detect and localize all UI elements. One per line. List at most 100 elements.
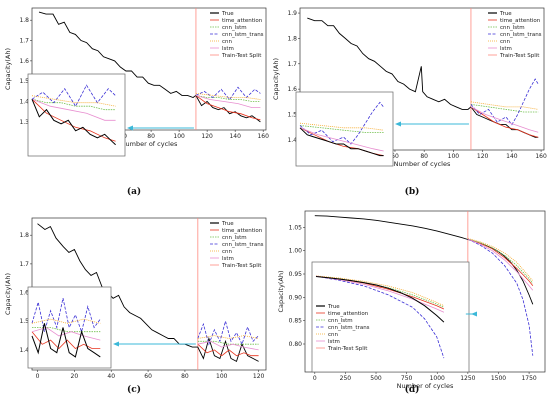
inset-series-cnn-lstm-trans (299, 101, 384, 145)
y-tick-label: 1.05 (289, 224, 303, 231)
x-tick-label: 40 (107, 373, 115, 380)
panel-caption: (c) (127, 384, 141, 395)
x-tick-label: 1000 (430, 375, 445, 382)
legend-label: cnn_lstm (222, 25, 247, 31)
x-axis-label: Number of cycles (397, 382, 454, 390)
y-tick-label: 1.5 (19, 78, 29, 85)
x-tick-label: 60 (144, 373, 152, 380)
inset-series-cnn-lstm (32, 327, 101, 333)
inset-series-true (299, 127, 384, 157)
y-axis-label: Capacity(Ah) (277, 270, 285, 312)
legend-label: lstm (500, 46, 512, 52)
legend-label: True (221, 221, 234, 227)
x-tick-label: 500 (370, 375, 382, 382)
zoom-inset (295, 91, 394, 167)
legend-label: True (221, 11, 234, 17)
x-tick-label: 1250 (460, 375, 475, 382)
legend-label: lstm (328, 339, 340, 345)
y-tick-label: 1.8 (19, 232, 29, 239)
series-true (307, 17, 539, 138)
inset-series-true (31, 323, 101, 358)
y-tick-label: 1.7 (287, 61, 297, 68)
y-tick-label: 0.90 (289, 294, 303, 301)
series-cnn-lstm-trans (467, 238, 534, 356)
x-tick-label: 160 (535, 153, 547, 160)
zoom-inset (311, 261, 470, 373)
legend: Truetime_attentioncnn_lstmcnn_lstm_trans… (210, 221, 264, 269)
series-cnn-lstm (470, 104, 539, 113)
panel-caption: (b) (405, 186, 420, 197)
inset-series-true (315, 276, 445, 323)
chart-panel-2: 0204060801001201401601.41.51.61.71.81.9N… (272, 7, 547, 197)
inset-series-cnn-lstm-trans (31, 84, 116, 108)
legend: Truetime_attentioncnn_lstmcnn_lstm_trans… (488, 11, 542, 59)
x-tick-label: 750 (401, 375, 413, 382)
y-tick-label: 1.6 (19, 58, 29, 65)
legend-label: cnn_lstm_trans (222, 32, 264, 38)
series-lstm (470, 106, 539, 133)
y-tick-label: 1.8 (19, 17, 29, 24)
x-tick-label: 250 (340, 375, 352, 382)
y-tick-label: 1.5 (19, 318, 29, 325)
series-cnn-lstm-trans (470, 78, 539, 126)
x-axis-label: Number of cycles (121, 140, 178, 148)
legend-label: cnn (328, 332, 339, 338)
inset-series-cnn (315, 275, 445, 307)
legend-label: cnn_lstm (222, 235, 247, 241)
y-tick-label: 1.00 (289, 248, 303, 255)
legend-label: time_attention (222, 18, 263, 24)
legend-label: time_attention (222, 228, 263, 234)
x-tick-label: 1750 (521, 375, 536, 382)
series-time-attention (197, 343, 259, 357)
series-cnn-lstm (467, 238, 534, 284)
x-tick-label: 140 (506, 153, 518, 160)
zoom-inset (27, 73, 126, 157)
legend-label: cnn (500, 39, 511, 45)
zoom-arrow-head (395, 121, 401, 127)
inset-series-lstm (299, 127, 384, 152)
inset-frame (295, 91, 394, 167)
inset-series-cnn-lstm (315, 275, 445, 308)
y-tick-label: 0.80 (289, 341, 303, 348)
legend-label: Train-Test Split (221, 53, 262, 59)
legend-label: cnn (222, 39, 233, 45)
series-cnn-lstm (197, 340, 259, 345)
y-tick-label: 1.9 (287, 10, 297, 17)
y-tick-label: 0.95 (289, 271, 303, 278)
legend-label: cnn_lstm_trans (500, 32, 542, 38)
panel-caption: (a) (127, 186, 141, 197)
series-lstm (197, 340, 259, 351)
y-tick-label: 1.4 (19, 99, 29, 106)
x-tick-label: 80 (420, 153, 428, 160)
y-tick-label: 1.4 (287, 137, 297, 144)
series-lstm (195, 95, 261, 108)
inset-series-true (31, 99, 116, 146)
x-tick-label: 0 (36, 373, 40, 380)
panel-caption: (d) (405, 384, 420, 395)
legend-label: cnn_lstm (328, 318, 353, 324)
y-tick-label: 1.8 (287, 35, 297, 42)
x-tick-label: 120 (201, 133, 213, 140)
zoom-arrow-head (471, 311, 477, 317)
y-axis-label: Capacity(Ah) (4, 273, 12, 315)
inset-series-lstm (31, 327, 101, 341)
legend-label: True (499, 11, 512, 17)
x-tick-label: 0 (313, 375, 317, 382)
inset-series-cnn (299, 122, 384, 131)
legend-label: Train-Test Split (327, 346, 368, 352)
legend-label: cnn_lstm_trans (328, 325, 370, 331)
legend-label: lstm (222, 256, 234, 262)
x-axis-label: Number of cycles (394, 160, 451, 168)
legend-label: time_attention (328, 311, 369, 317)
inset-series-time-attention (31, 331, 101, 350)
y-tick-label: 1.6 (287, 86, 297, 93)
y-axis-label: Capacity(Ah) (4, 48, 12, 90)
x-tick-label: 1500 (491, 375, 506, 382)
x-tick-label: 120 (477, 153, 489, 160)
inset-series-lstm (315, 275, 445, 313)
series-lstm (467, 238, 534, 291)
legend-label: time_attention (500, 18, 541, 24)
x-tick-label: 140 (229, 133, 241, 140)
series-true (38, 11, 261, 123)
x-tick-label: 60 (391, 153, 399, 160)
